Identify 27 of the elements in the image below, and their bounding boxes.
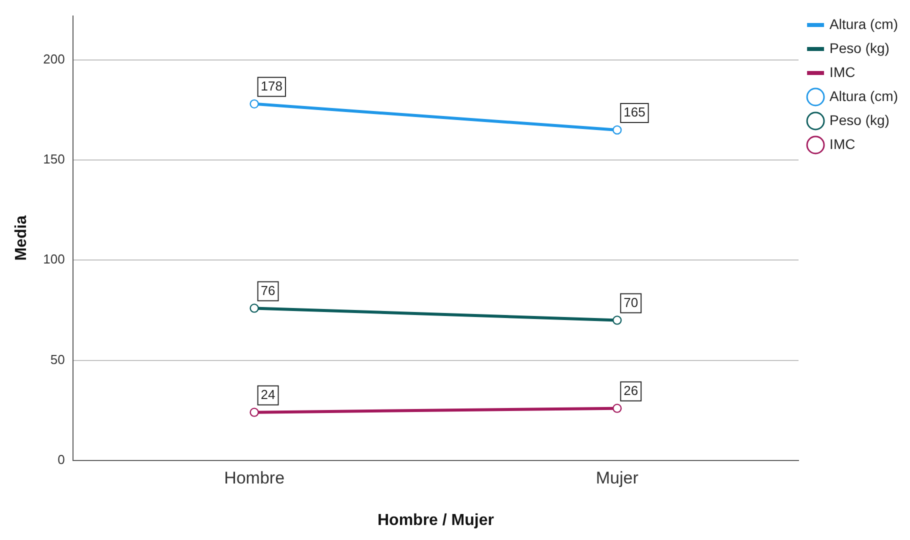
text: Altura (cm) <box>830 16 898 32</box>
y-tick-label: 200 <box>43 51 65 66</box>
data-label: 178 <box>260 78 283 94</box>
data-label: 70 <box>624 294 638 310</box>
x-tick-label: Mujer <box>596 468 639 488</box>
x-axis-title: Hombre / Mujer <box>377 512 494 529</box>
y-axis-title: Media <box>13 215 30 261</box>
legend-label: Peso (kg) <box>830 112 890 128</box>
legend-label: IMC <box>830 136 856 152</box>
text: IMC <box>830 64 856 80</box>
data-label: 26 <box>624 382 638 398</box>
point <box>250 99 259 109</box>
x-tick-label: Hombre <box>224 468 285 488</box>
point <box>612 404 622 413</box>
y-tick-label: 150 <box>43 152 65 167</box>
y-tick-label: 50 <box>50 352 65 367</box>
y-tick-label: 100 <box>43 252 65 267</box>
point <box>612 316 622 325</box>
data-label: 24 <box>260 386 276 402</box>
y-tick-label: 0 <box>58 452 65 467</box>
data-label: 76 <box>260 282 276 298</box>
legend-label: Altura (cm) <box>830 88 898 104</box>
point <box>250 408 259 417</box>
text: Peso (kg) <box>830 40 890 56</box>
point <box>250 304 259 313</box>
data-label: 165 <box>624 104 646 120</box>
point <box>612 125 622 135</box>
